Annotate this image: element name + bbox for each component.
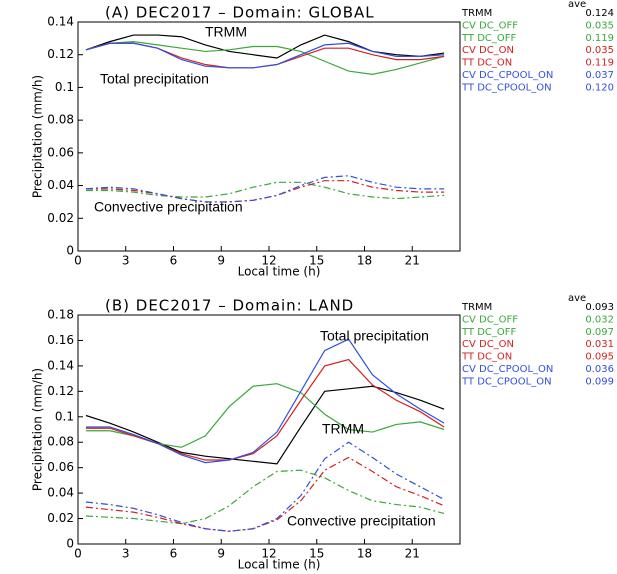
y-tick-label: 0.14 [47,15,74,29]
legend-label: CV DC_OFF [462,20,518,31]
x-tick-label: 6 [170,547,178,561]
x-tick-label: 21 [405,547,420,561]
y-tick-label: 0.08 [47,435,74,449]
series-line [85,338,445,464]
x-tick-label: 3 [122,254,130,268]
series-line [85,175,445,203]
y-tick-label: 0 [66,244,74,258]
annotation: TRMM [322,421,364,437]
x-tick-label: 6 [170,254,178,268]
legend-value: 0.037 [585,70,614,81]
legend-label: TT DC_CPOOL_ON [461,82,552,93]
y-tick-label: 0.12 [47,47,74,61]
legend-value: 0.099 [585,376,614,387]
y-tick-label: 0.02 [47,511,74,525]
legend-label: CV DC_OFF [462,314,518,325]
annotation: Convective precipitation [287,513,436,529]
x-tick-label: 3 [122,547,130,561]
legend-value: 0.032 [585,314,614,325]
y-tick-label: 0.06 [47,460,74,474]
y-axis-label: Precipitation (mm/h) [31,368,45,491]
y-tick-label: 0.14 [47,358,74,372]
y-tick-label: 0.04 [47,486,74,500]
series-line [85,385,445,465]
legend-label: TT DC_ON [461,352,512,363]
legend-header: ave [568,0,586,10]
y-tick-label: 0 [66,537,74,551]
legend-value: 0.035 [585,45,614,56]
x-tick-label: 15 [309,254,324,268]
series-line [85,42,445,69]
legend-value: 0.119 [585,58,614,69]
legend-label: TRMM [461,302,492,313]
series-line [85,41,445,75]
legend-label: CV DC_CPOOL_ON [462,70,553,81]
legend-value: 0.036 [585,364,614,375]
series-line [85,441,445,532]
legend-label: CV DC_ON [462,45,514,56]
x-axis-label: Local time (h) [238,265,321,279]
x-tick-label: 18 [357,254,372,268]
series-line [85,469,445,525]
x-tick-label: 18 [357,547,372,561]
y-tick-label: 0.06 [47,145,74,159]
y-tick-label: 0.08 [47,113,74,127]
legend-value: 0.035 [585,20,614,31]
x-tick-label: 15 [309,547,324,561]
y-tick-label: 0.12 [47,384,74,398]
annotation: Convective precipitation [94,199,243,215]
x-tick-label: 9 [217,254,225,268]
series-line [85,34,445,59]
legend-value: 0.097 [585,327,614,338]
chart-title: (A) DEC2017 – Domain: GLOBAL [105,4,375,22]
x-tick-label: 21 [405,254,420,268]
y-tick-label: 0.1 [55,80,74,94]
legend-label: TT DC_CPOOL_ON [461,376,552,387]
legend-label: TT DC_OFF [461,327,517,338]
legend-value: 0.120 [585,82,614,93]
legend-label: TT DC_OFF [461,33,517,44]
legend-label: TRMM [461,8,492,19]
legend-label: CV DC_ON [462,339,514,350]
legend-label: CV DC_CPOOL_ON [462,364,553,375]
annotation: Total precipitation [320,328,429,344]
legend-label: TT DC_ON [461,58,512,69]
legend-value: 0.031 [585,339,614,350]
y-tick-label: 0.04 [47,178,74,192]
y-axis-label: Precipitation (mm/h) [31,75,45,198]
annotation: TRMM [205,24,247,40]
y-tick-label: 0.16 [47,333,74,347]
x-tick-label: 12 [261,254,276,268]
legend-value: 0.124 [585,8,614,19]
annotation: Total precipitation [100,71,209,87]
legend-value: 0.095 [585,352,614,363]
series-line [85,181,445,200]
y-tick-label: 0.18 [47,308,74,322]
x-tick-label: 9 [217,547,225,561]
chart-title: (B) DEC2017 – Domain: LAND [105,297,354,315]
y-tick-label: 0.1 [55,409,74,423]
legend-value: 0.119 [585,33,614,44]
x-tick-label: 12 [261,547,276,561]
plot-frame [77,314,461,545]
legend-value: 0.093 [585,302,614,313]
x-tick-label: 0 [74,547,82,561]
x-axis-label: Local time (h) [238,558,321,572]
legend-header: ave [568,293,586,304]
y-tick-label: 0.02 [47,211,74,225]
series-line [85,358,445,461]
x-tick-label: 0 [74,254,82,268]
